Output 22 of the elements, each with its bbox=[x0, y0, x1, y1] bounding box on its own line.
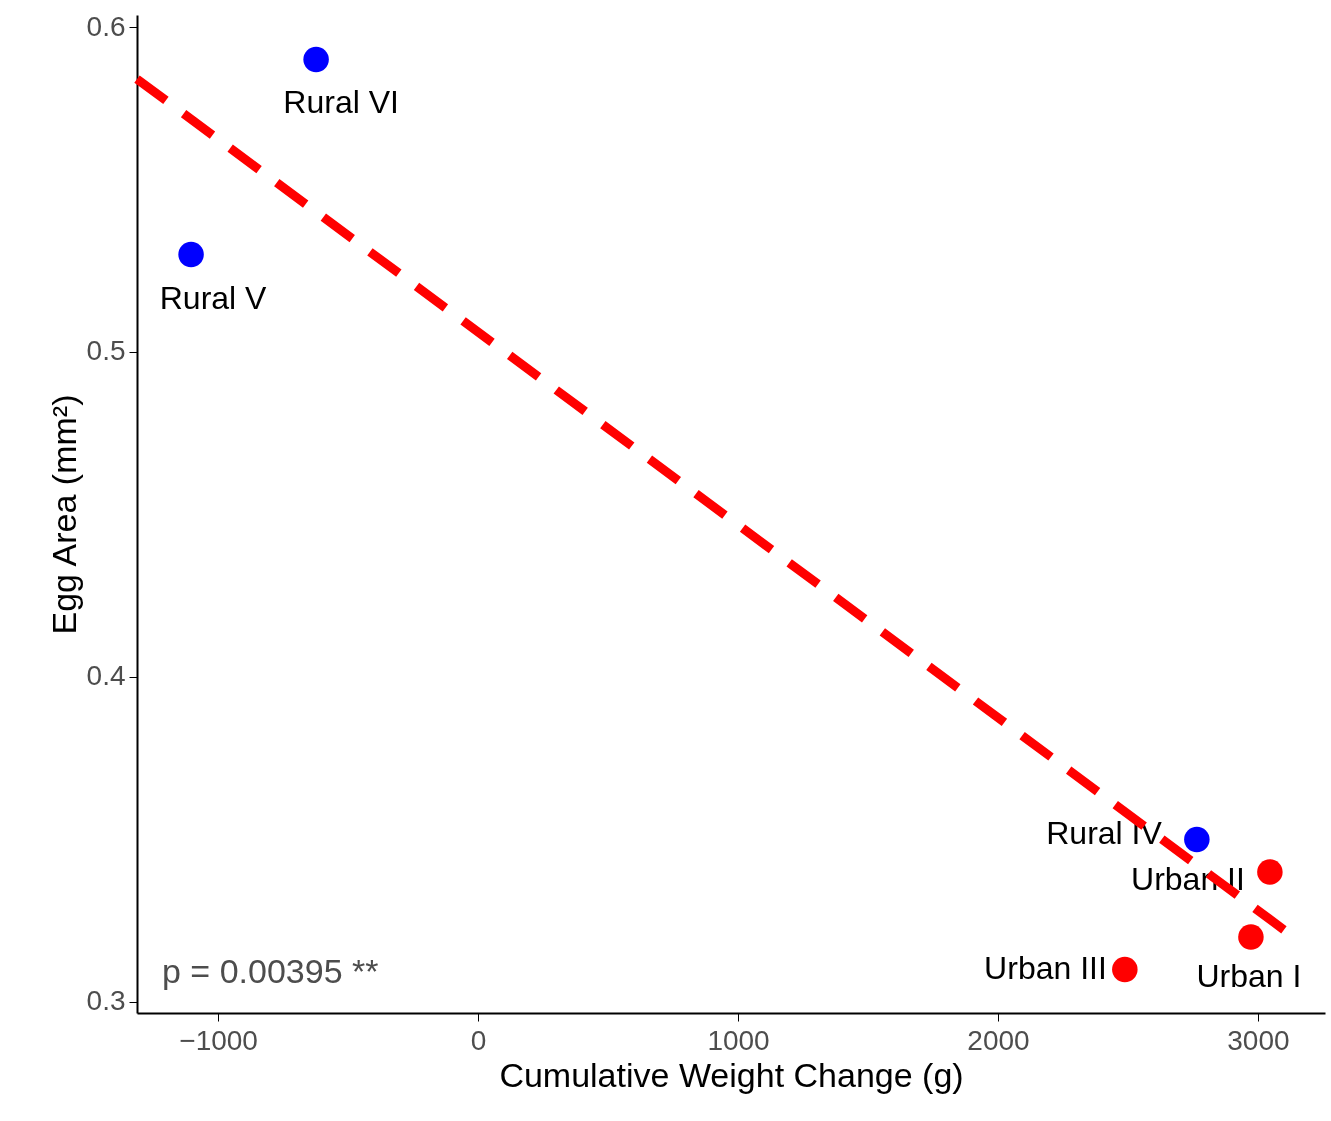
data-label: Urban III bbox=[984, 950, 1107, 987]
y-tick-label: 0.4 bbox=[86, 660, 126, 692]
x-tick-label: 0 bbox=[470, 1024, 487, 1056]
y-tick-label: 0.5 bbox=[86, 335, 126, 367]
x-axis-title: Cumulative Weight Change (g) bbox=[499, 1055, 964, 1094]
point bbox=[1112, 956, 1138, 983]
data-label: Rural VI bbox=[283, 83, 399, 120]
x-tick-label: 3000 bbox=[1227, 1024, 1290, 1056]
data-label: Urban I bbox=[1196, 957, 1302, 994]
point bbox=[303, 46, 329, 73]
x-tick-label: −1000 bbox=[179, 1024, 258, 1056]
annotation: p = 0.00395 ** bbox=[162, 952, 379, 990]
x-tick-label: 2000 bbox=[967, 1024, 1030, 1056]
data-label: Rural V bbox=[159, 279, 268, 316]
y-tick-label: 0.6 bbox=[86, 10, 126, 42]
point bbox=[178, 241, 204, 268]
x-tick-label: 1000 bbox=[707, 1024, 770, 1056]
point bbox=[1257, 859, 1283, 885]
y-axis-title: Egg Area (mm²) bbox=[44, 394, 83, 635]
point bbox=[1184, 826, 1210, 853]
point bbox=[1238, 924, 1264, 950]
y-tick-label: 0.3 bbox=[86, 985, 126, 1017]
